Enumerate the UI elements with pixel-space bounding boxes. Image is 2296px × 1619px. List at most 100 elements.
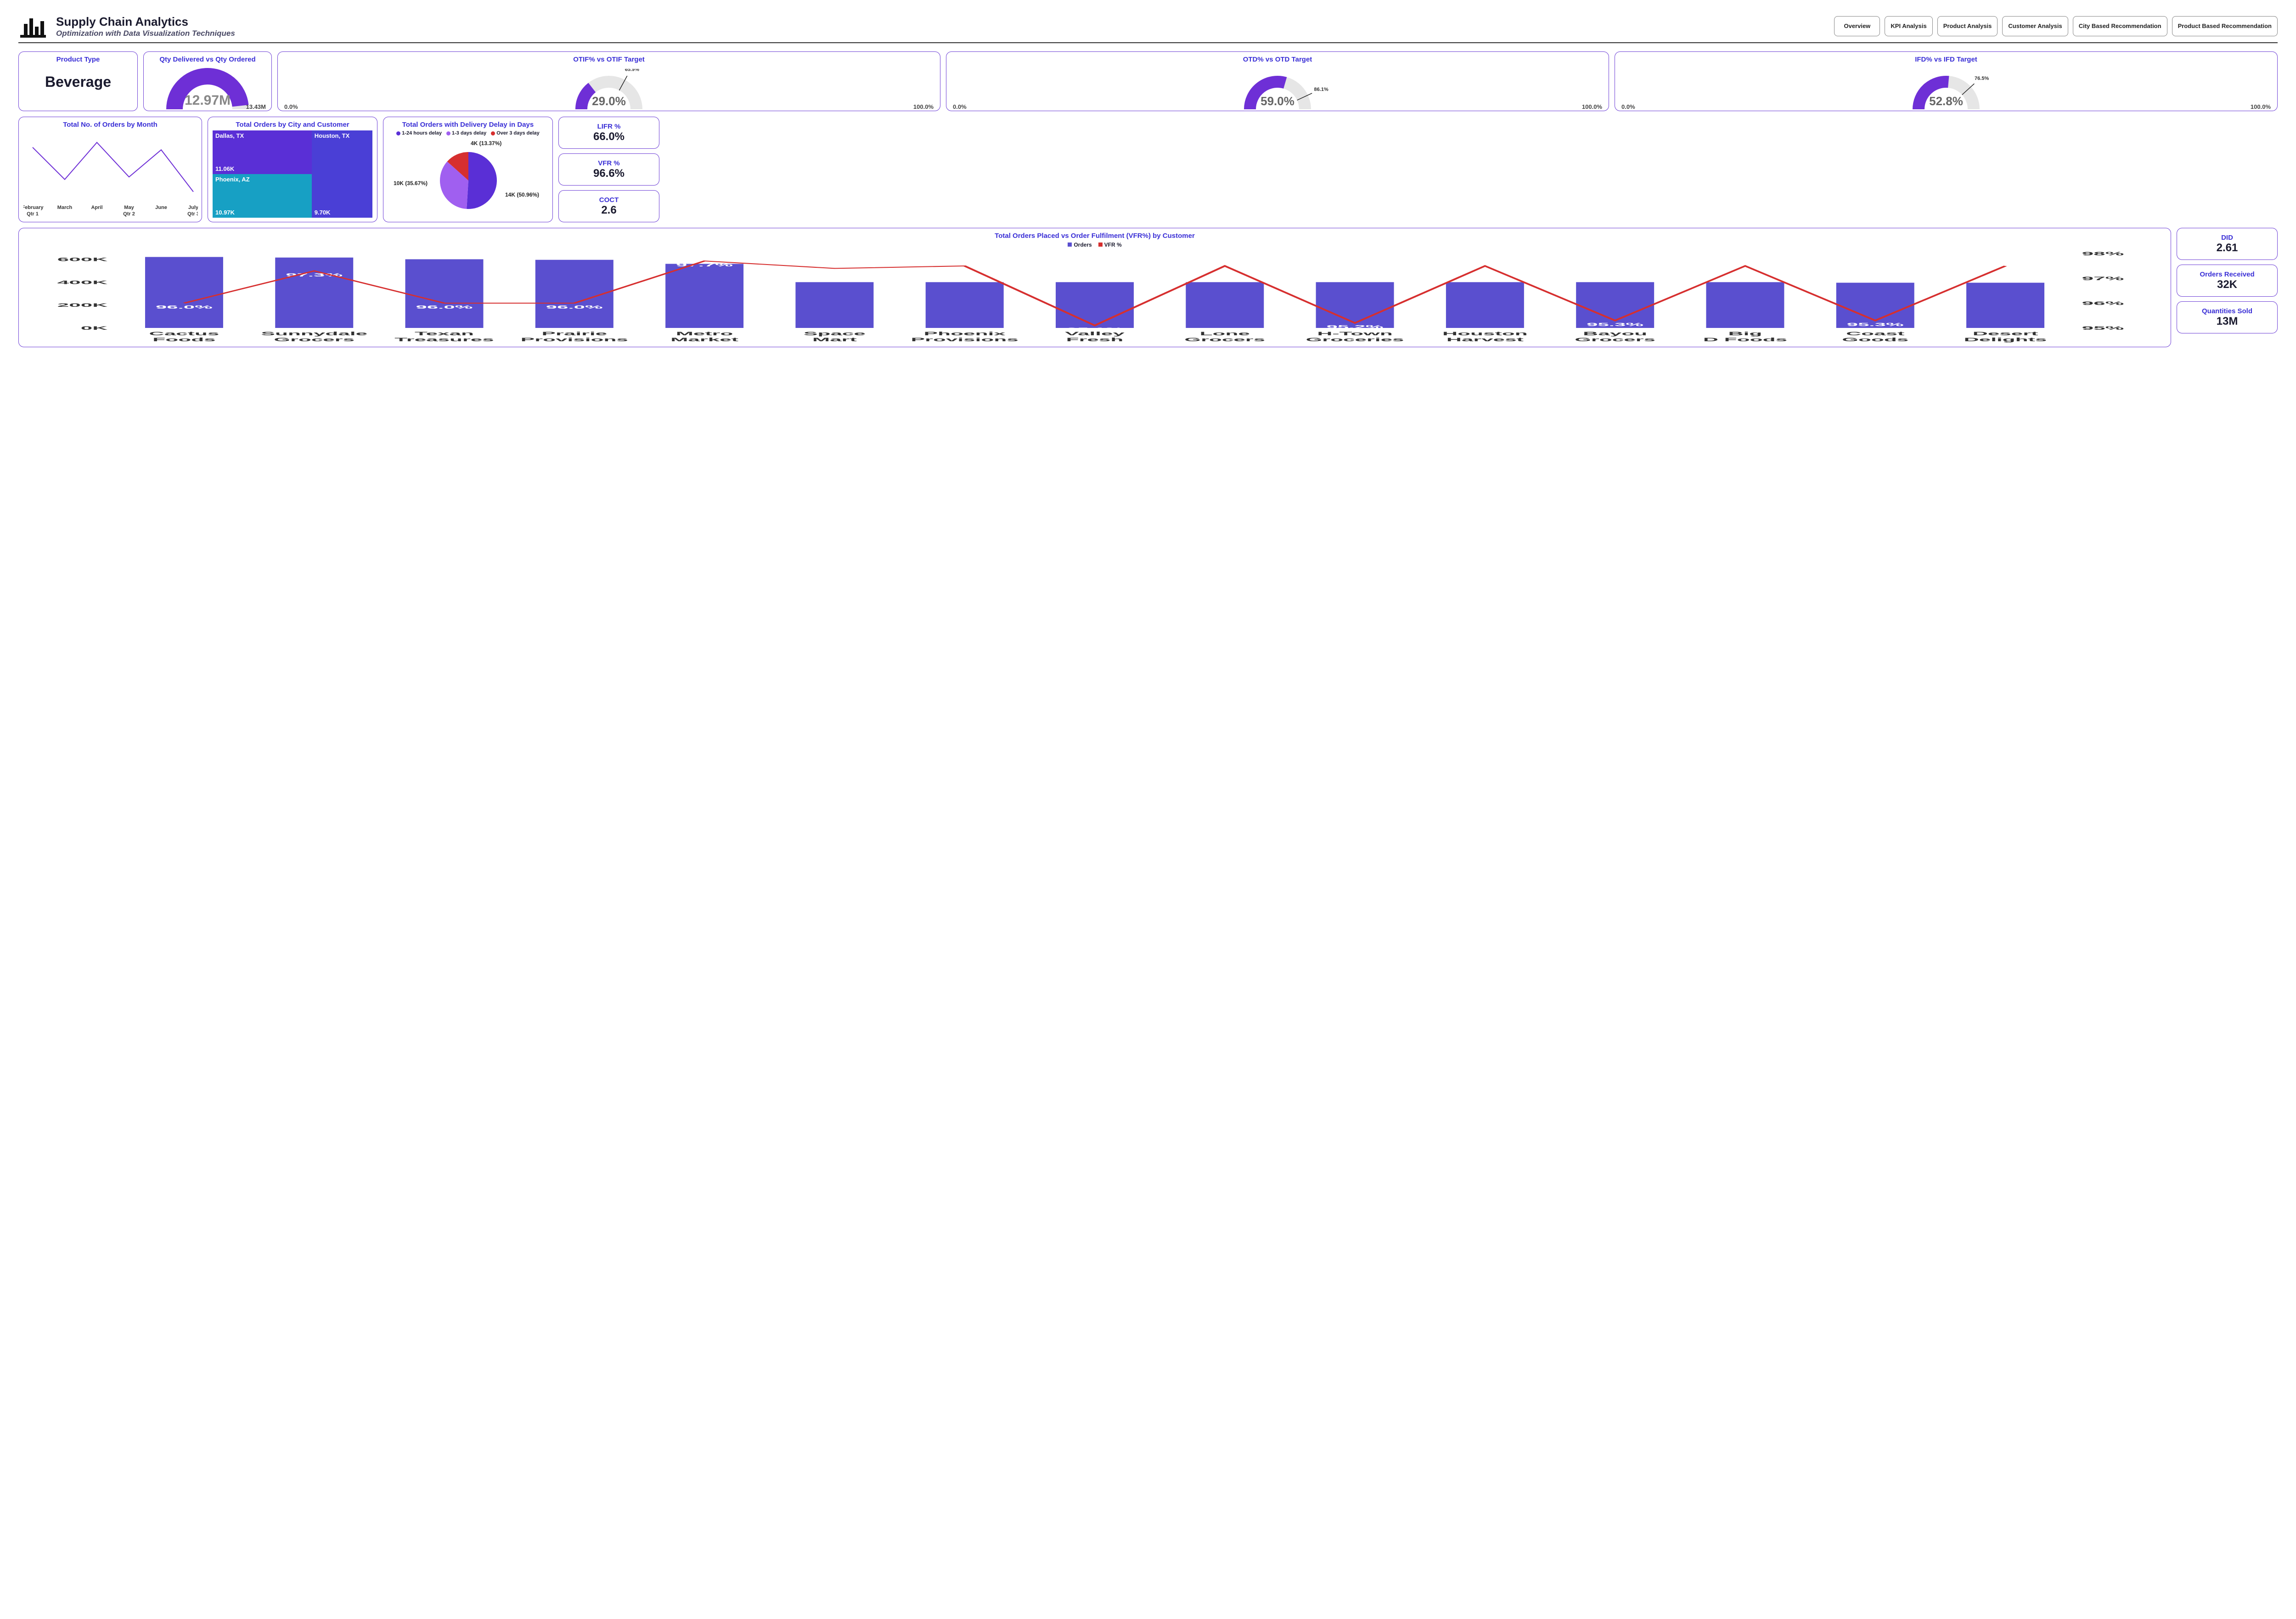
svg-text:200K: 200K <box>57 303 108 308</box>
pie-legend-item: 1-3 days delay <box>446 130 486 136</box>
kpi-title: DID <box>2182 234 2273 242</box>
nav-tabs: OverviewKPI AnalysisProduct AnalysisCust… <box>1834 16 2278 36</box>
svg-text:April: April <box>91 205 102 210</box>
svg-text:July: July <box>188 205 198 210</box>
svg-text:Grocers: Grocers <box>1184 337 1265 342</box>
svg-text:Treasures: Treasures <box>394 337 494 342</box>
svg-text:95%: 95% <box>2082 325 2124 331</box>
svg-text:96%: 96% <box>2082 300 2124 306</box>
svg-text:Grocers: Grocers <box>1575 337 1655 342</box>
svg-text:Harvest: Harvest <box>1446 337 1524 342</box>
combo-chart[interactable]: 0K200K400K600K95%96%97%98%96.0%97.3%96.0… <box>23 249 2166 345</box>
combo-legend-item: Orders <box>1068 242 1092 248</box>
qty-gauge-card: Qty Delivered vs Qty Ordered 12.97M 13.4… <box>143 51 272 111</box>
svg-text:Phoenix: Phoenix <box>924 331 1006 336</box>
delay-pie-card: Total Orders with Delivery Delay in Days… <box>383 117 553 222</box>
svg-text:Groceries: Groceries <box>1306 337 1404 342</box>
product-type-title: Product Type <box>23 56 133 63</box>
orders-by-city-treemap[interactable]: Dallas, TX11.06KPhoenix, AZ10.97KHouston… <box>213 130 372 218</box>
nav-tab-product-analysis[interactable]: Product Analysis <box>1937 16 1998 36</box>
ifd-gauge-title: IFD% vs IFD Target <box>1620 56 2273 63</box>
combo-chart-legend: Orders VFR % <box>23 242 2166 248</box>
svg-text:98%: 98% <box>2082 251 2124 256</box>
svg-text:Bayou: Bayou <box>1583 331 1647 336</box>
otd-gauge[interactable]: 86.1% 59.0% 0.0% 100.0% <box>951 65 1604 111</box>
svg-text:Provisions: Provisions <box>911 337 1019 342</box>
svg-text:Delights: Delights <box>1964 337 2047 342</box>
svg-text:Grocers: Grocers <box>274 337 355 342</box>
orders-by-month-title: Total No. of Orders by Month <box>23 121 197 129</box>
kpi-card-quantities-sold: Quantities Sold 13M <box>2177 301 2278 333</box>
nav-tab-kpi-analysis[interactable]: KPI Analysis <box>1885 16 1932 36</box>
svg-text:65.9%: 65.9% <box>625 69 639 73</box>
combo-legend-item: VFR % <box>1098 242 1122 248</box>
ifd-gauge[interactable]: 76.5% 52.8% 0.0% 100.0% <box>1620 65 2273 111</box>
svg-text:Houston: Houston <box>1442 331 1528 336</box>
nav-tab-customer-analysis[interactable]: Customer Analysis <box>2002 16 2068 36</box>
svg-text:Texan: Texan <box>415 331 474 336</box>
svg-text:97.5%: 97.5% <box>936 267 993 272</box>
delay-pie-title: Total Orders with Delivery Delay in Days <box>388 121 548 129</box>
kpi-value: 2.6 <box>563 204 654 217</box>
svg-text:Qtr 2: Qtr 2 <box>123 211 135 217</box>
treemap-cell[interactable]: Phoenix, AZ10.97K <box>213 174 312 218</box>
nav-tab-product-based-recommendation[interactable]: Product Based Recommendation <box>2172 16 2278 36</box>
svg-text:96.0%: 96.0% <box>156 304 213 310</box>
qty-gauge-title: Qty Delivered vs Qty Ordered <box>148 56 267 63</box>
svg-text:Space: Space <box>804 331 866 336</box>
svg-text:Goods: Goods <box>1842 337 1908 342</box>
combo-chart-title: Total Orders Placed vs Order Fulfilment … <box>23 232 2166 240</box>
svg-text:Desert: Desert <box>1973 331 2038 336</box>
combo-chart-card: Total Orders Placed vs Order Fulfilment … <box>18 228 2171 347</box>
delay-pie-chart[interactable]: 14K (50.96%)10K (35.67%)4K (13.37%) <box>388 137 549 217</box>
svg-text:95.3%: 95.3% <box>1847 322 1904 327</box>
kpi-value: 2.61 <box>2182 242 2273 254</box>
svg-text:Mart: Mart <box>812 337 857 342</box>
page-subtitle: Optimization with Data Visualization Tec… <box>56 29 235 38</box>
ifd-gauge-card: IFD% vs IFD Target 76.5% 52.8% 0.0% 100.… <box>1615 51 2278 111</box>
svg-text:February: February <box>23 205 44 210</box>
otif-gauge[interactable]: 65.9% 29.0% 0.0% 100.0% <box>282 65 935 111</box>
kpi-title: COCT <box>563 196 654 204</box>
svg-text:H-Town: H-Town <box>1317 331 1393 336</box>
otd-gauge-title: OTD% vs OTD Target <box>951 56 1604 63</box>
treemap-cell[interactable]: Houston, TX9.70K <box>312 130 372 218</box>
kpi-card-orders-received: Orders Received 32K <box>2177 265 2278 297</box>
svg-text:4K (13.37%): 4K (13.37%) <box>471 140 501 147</box>
svg-text:Valley: Valley <box>1065 331 1125 336</box>
svg-text:97.4%: 97.4% <box>806 270 863 275</box>
nav-tab-overview[interactable]: Overview <box>1834 16 1880 36</box>
svg-text:Qtr 1: Qtr 1 <box>27 211 39 217</box>
kpi-title: Orders Received <box>2182 271 2273 278</box>
svg-text:0K: 0K <box>81 325 108 331</box>
svg-text:Provisions: Provisions <box>521 337 628 342</box>
svg-text:Sunnydale: Sunnydale <box>261 331 367 336</box>
treemap-cell[interactable]: Dallas, TX11.06K <box>213 130 312 174</box>
bar-chart-logo-icon <box>18 14 48 39</box>
svg-text:March: March <box>57 205 73 210</box>
kpi-card-coct: COCT 2.6 <box>558 190 659 222</box>
svg-text:76.5%: 76.5% <box>1975 76 1989 81</box>
svg-text:95.2%: 95.2% <box>1327 324 1384 330</box>
header: Supply Chain Analytics Optimization with… <box>18 14 2278 43</box>
svg-text:Prairie: Prairie <box>542 331 608 336</box>
svg-text:June: June <box>155 205 167 210</box>
svg-text:86.1%: 86.1% <box>1314 87 1328 92</box>
svg-text:95.3%: 95.3% <box>1587 322 1643 327</box>
otif-gauge-title: OTIF% vs OTIF Target <box>282 56 935 63</box>
svg-text:96.0%: 96.0% <box>416 304 473 310</box>
svg-text:97.5%: 97.5% <box>1196 267 1253 272</box>
svg-text:Coast: Coast <box>1846 331 1904 336</box>
svg-text:Cactus: Cactus <box>149 331 219 336</box>
kpi-card-vfr-: VFR % 96.6% <box>558 153 659 186</box>
kpi-title: LIFR % <box>563 123 654 130</box>
qty-gauge[interactable]: 12.97M 13.43M <box>148 65 267 111</box>
orders-by-month-chart[interactable]: FebruaryQtr 1MarchAprilMayQtr 2JuneJulyQ… <box>23 130 198 220</box>
svg-text:400K: 400K <box>57 280 108 285</box>
pie-legend-item: 1-24 hours delay <box>396 130 442 136</box>
kpi-card-lifr-: LIFR % 66.0% <box>558 117 659 149</box>
product-type-card: Product Type Beverage <box>18 51 138 111</box>
svg-text:10K (35.67%): 10K (35.67%) <box>394 180 428 186</box>
nav-tab-city-based-recommendation[interactable]: City Based Recommendation <box>2073 16 2167 36</box>
kpi-stack-bot: DID 2.61 Orders Received 32K Quantities So… <box>2177 228 2278 347</box>
